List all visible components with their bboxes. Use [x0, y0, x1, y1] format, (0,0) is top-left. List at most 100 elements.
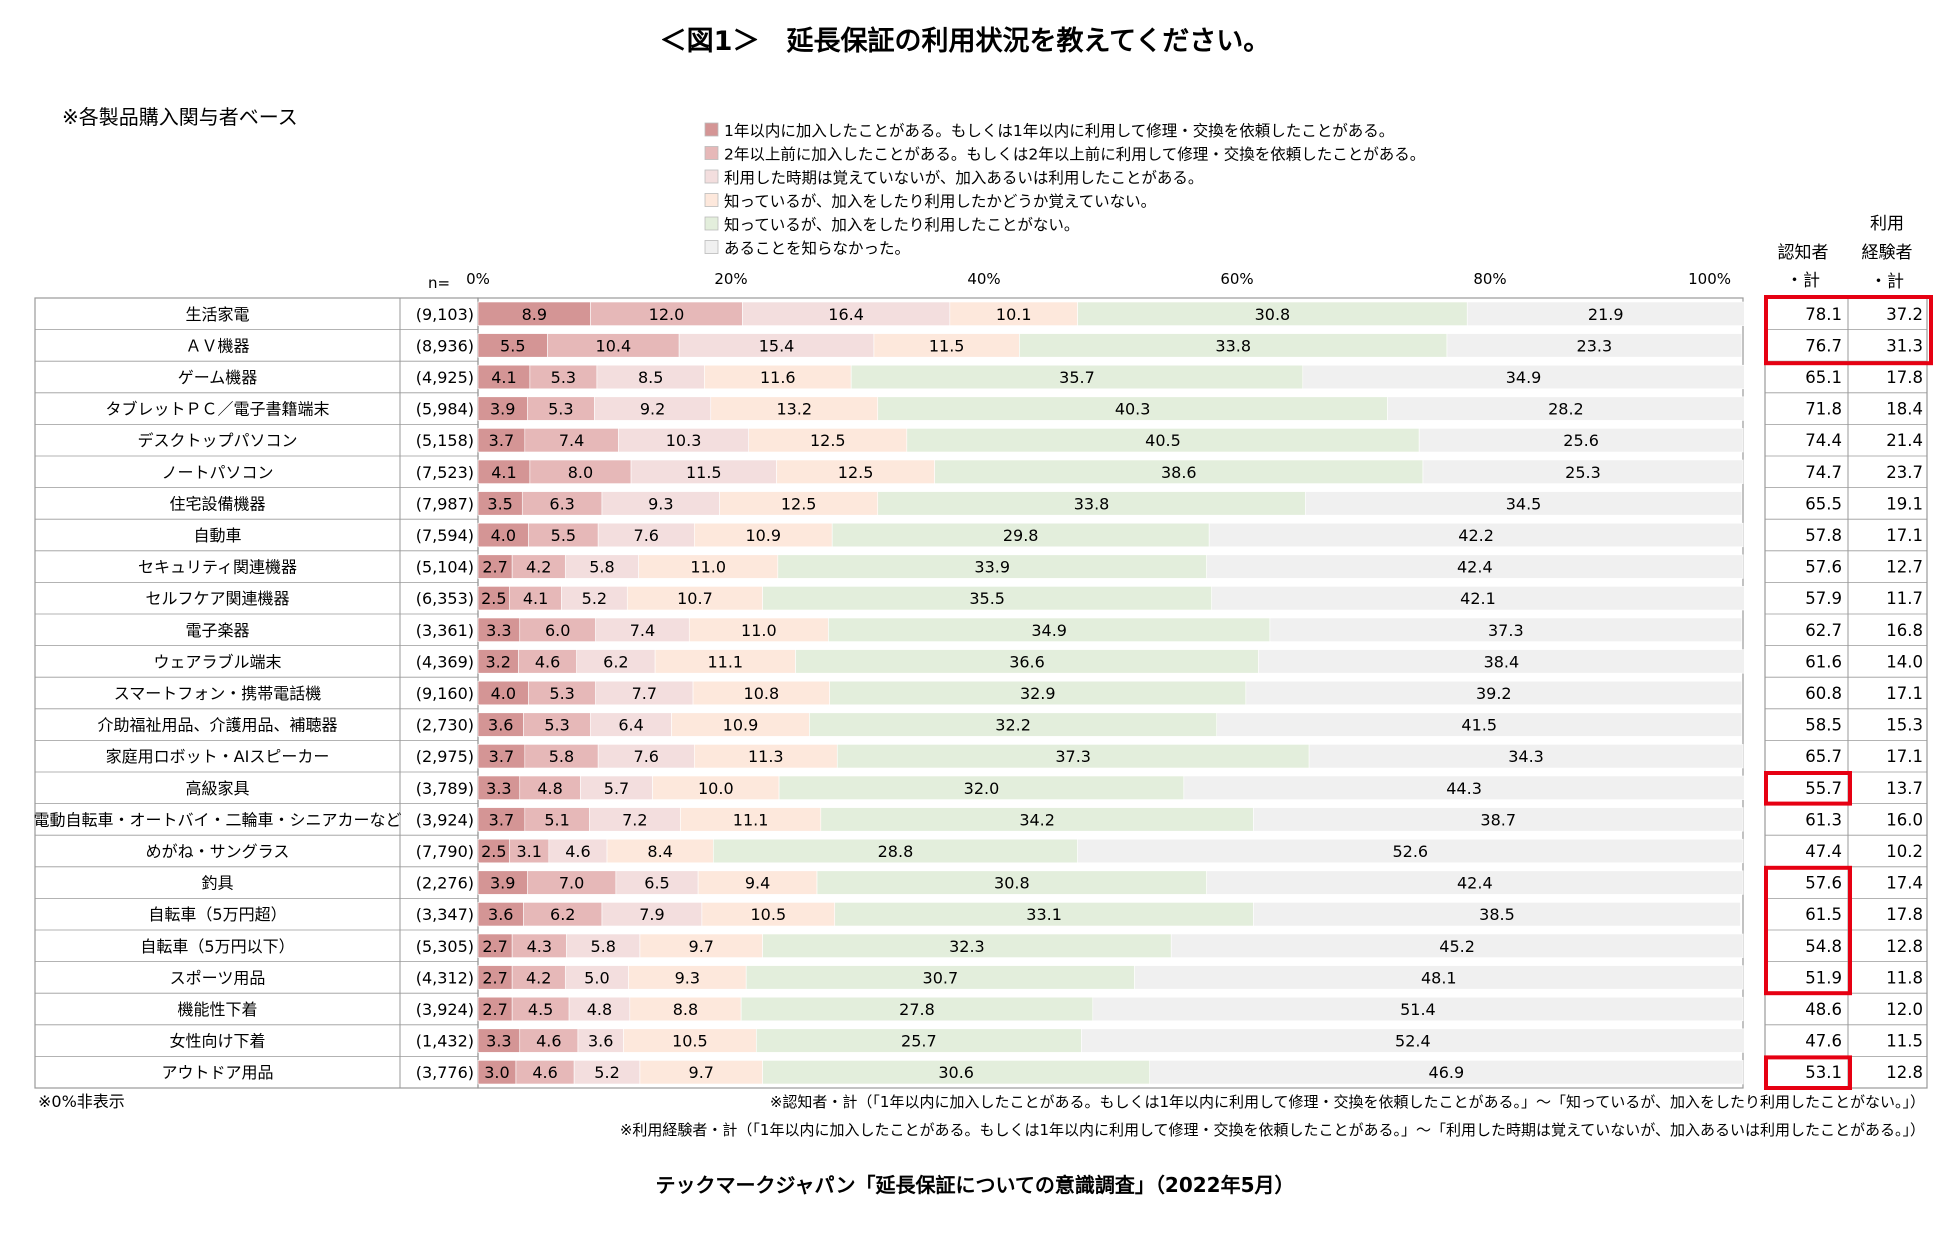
bar-segment: [1183, 775, 1745, 800]
bar-segment-label: 9.4: [745, 874, 770, 893]
bar-segment-label: 4.0: [491, 684, 516, 703]
bar-segment-label: 5.8: [589, 558, 614, 577]
bar-segment-label: 16.4: [828, 305, 864, 324]
x-tick-label: 40%: [967, 270, 1000, 288]
bar-segment: [1081, 1028, 1745, 1053]
used-total-value: 17.1: [1886, 684, 1923, 703]
category-label: デスクトップパソコン: [137, 431, 297, 450]
bar-segment-label: 8.4: [647, 842, 672, 861]
bar-segment-label: 7.9: [639, 905, 664, 924]
bar-segment-label: 11.3: [748, 747, 784, 766]
bar-segment-label: 38.7: [1480, 810, 1516, 829]
bar-segment: [1446, 333, 1743, 358]
used-total-value: 14.0: [1886, 652, 1923, 671]
bar-segment-label: 30.8: [1255, 305, 1291, 324]
used-total-value: 11.8: [1886, 968, 1923, 987]
bar-segment-label: 5.2: [594, 1063, 619, 1082]
bar-segment-label: 28.2: [1548, 400, 1584, 419]
used-total-value: 17.1: [1886, 747, 1923, 766]
bar-segment-label: 3.7: [489, 810, 514, 829]
aware-total-value: 76.7: [1805, 336, 1842, 355]
footnote-zero: ※0%非表示: [38, 1092, 125, 1111]
legend-swatch: [704, 193, 719, 207]
used-header: ・計: [1870, 272, 1904, 292]
bar-segment-label: 34.3: [1508, 747, 1544, 766]
bar-segment-label: 4.6: [535, 652, 560, 671]
bar-segment-label: 10.5: [751, 905, 787, 924]
bar-segment-label: 40.5: [1145, 431, 1181, 450]
bar-segment-label: 28.8: [878, 842, 914, 861]
x-tick-label: 20%: [714, 270, 747, 288]
used-total-value: 17.8: [1886, 368, 1923, 387]
bar-segment-label: 4.1: [491, 368, 516, 387]
aware-total-value: 62.7: [1805, 621, 1842, 640]
n-value: (8,936): [416, 336, 474, 355]
category-label: 生活家電: [185, 305, 249, 324]
n-value: (5,158): [416, 431, 474, 450]
bar-segment: [1387, 396, 1745, 421]
bar-segment-label: 10.7: [677, 589, 713, 608]
bar-segment-label: 46.9: [1429, 1063, 1465, 1082]
bar-segment-label: 3.1: [517, 842, 542, 861]
n-label: n=: [428, 274, 450, 292]
aware-header: ・計: [1786, 271, 1820, 291]
bar-segment-label: 4.3: [527, 937, 552, 956]
bar-segment-label: 29.8: [1003, 526, 1039, 545]
category-label: 自動車: [193, 526, 241, 545]
bar-segment: [1253, 807, 1744, 832]
bar-segment-label: 11.6: [760, 368, 796, 387]
aware-total-value: 61.6: [1805, 652, 1842, 671]
bar-segment-label: 25.6: [1563, 431, 1599, 450]
category-label: アウトドア用品: [161, 1063, 273, 1082]
legend-label: 知っているが、加入をしたり利用したことがない。: [724, 216, 1079, 234]
used-total-value: 10.2: [1886, 842, 1923, 861]
n-value: (7,987): [416, 494, 474, 513]
used-total-value: 37.2: [1886, 305, 1923, 324]
used-total-value: 16.0: [1886, 810, 1923, 829]
bar-segment-label: 12.5: [781, 494, 817, 513]
bar-segment: [1206, 870, 1744, 895]
bar-segment-label: 5.7: [604, 779, 629, 798]
bar-segment-label: 7.6: [634, 526, 659, 545]
bar-segment-label: 34.2: [1019, 810, 1055, 829]
bar-segment-label: 6.4: [618, 716, 643, 735]
bar-segment-label: 33.8: [1215, 336, 1251, 355]
used-total-value: 21.4: [1886, 431, 1923, 450]
aware-total-value: 71.8: [1805, 400, 1842, 419]
n-value: (2,276): [416, 874, 474, 893]
bar-segment-label: 3.3: [486, 1032, 511, 1051]
x-tick-label: 80%: [1473, 270, 1506, 288]
bar-segment-label: 44.3: [1446, 779, 1482, 798]
highlight-box-aware-total: [1764, 771, 1852, 806]
bar-segment-label: 33.8: [1074, 494, 1110, 513]
n-value: (4,925): [416, 368, 474, 387]
bar-segment-label: 5.8: [591, 937, 616, 956]
bar-segment-label: 11.1: [707, 652, 743, 671]
bar-segment-label: 10.4: [596, 336, 632, 355]
bar-segment-label: 6.2: [550, 905, 575, 924]
bar-segment-label: 10.3: [666, 431, 702, 450]
bar-segment-label: 11.5: [929, 336, 965, 355]
bar-segment: [1308, 744, 1744, 769]
n-value: (7,594): [416, 526, 474, 545]
bar-segment-label: 4.6: [532, 1063, 557, 1082]
bar-segment-label: 37.3: [1488, 621, 1524, 640]
bar-segment-label: 11.0: [690, 558, 726, 577]
bar-segment-label: 9.2: [640, 400, 665, 419]
legend-swatch: [704, 216, 719, 231]
category-label: スマートフォン・携帯電話機: [114, 684, 322, 703]
used-total-value: 12.0: [1886, 1000, 1923, 1019]
bar-segment-label: 27.8: [899, 1000, 935, 1019]
bar-segment-label: 5.3: [544, 716, 569, 735]
bar-segment-label: 5.2: [582, 589, 607, 608]
bar-segment-label: 2.5: [481, 589, 506, 608]
used-total-value: 31.3: [1886, 336, 1923, 355]
bar-segment-label: 25.3: [1565, 463, 1601, 482]
bar-segment-label: 52.6: [1392, 842, 1428, 861]
bar-segment: [1245, 680, 1743, 706]
used-total-value: 18.4: [1886, 400, 1923, 419]
bar-segment-label: 3.7: [489, 431, 514, 450]
category-label: セルフケア関連機器: [145, 589, 289, 608]
bar-segment-label: 4.2: [526, 558, 551, 577]
